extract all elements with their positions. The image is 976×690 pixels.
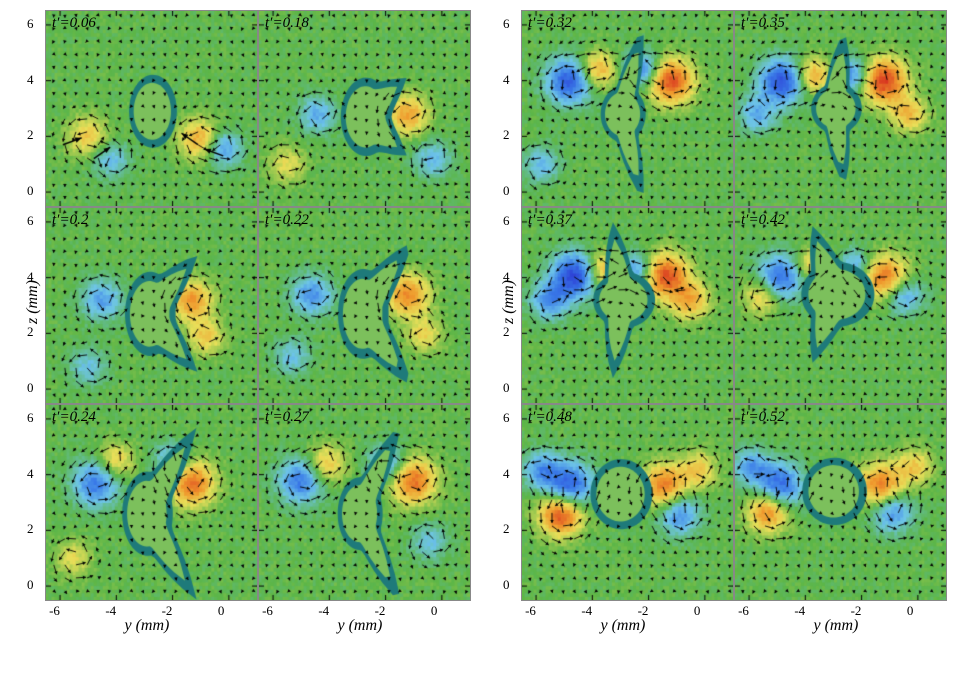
panel-t-0p24: t′=0.24 bbox=[45, 404, 258, 601]
z-tick: 2 bbox=[503, 127, 510, 143]
z-tick: 0 bbox=[27, 380, 34, 396]
x-axis-label: y (mm) bbox=[125, 617, 170, 635]
z-tick: 0 bbox=[503, 183, 510, 199]
time-label: t′=0.06 bbox=[52, 15, 96, 32]
time-label: t′=0.18 bbox=[265, 15, 309, 32]
x-axis-label: y (mm) bbox=[814, 617, 859, 635]
vector-field-canvas bbox=[46, 405, 257, 600]
x-tick: -4 bbox=[581, 603, 592, 619]
time-label: t′=0.37 bbox=[528, 212, 572, 229]
panel-t-0p42: t′=0.42 bbox=[734, 207, 947, 404]
vector-field-canvas bbox=[259, 405, 470, 600]
panel-t-0p48: t′=0.48 bbox=[521, 404, 734, 601]
z-tick: 4 bbox=[503, 72, 510, 88]
time-label: t′=0.42 bbox=[741, 212, 785, 229]
panel-t-0p32: t′=0.32 bbox=[521, 10, 734, 207]
x-tick: 0 bbox=[431, 603, 438, 619]
x-tick: -4 bbox=[794, 603, 805, 619]
vector-field-canvas bbox=[522, 405, 733, 600]
z-tick: 2 bbox=[27, 324, 34, 340]
z-tick: 2 bbox=[503, 521, 510, 537]
z-tick: 2 bbox=[27, 127, 34, 143]
x-tick: 0 bbox=[907, 603, 914, 619]
x-tick: 0 bbox=[218, 603, 225, 619]
time-label: t′=0.35 bbox=[741, 15, 785, 32]
vector-field-canvas bbox=[735, 11, 946, 206]
z-tick: 4 bbox=[27, 72, 34, 88]
z-tick: 2 bbox=[27, 521, 34, 537]
z-tick: 6 bbox=[503, 410, 510, 426]
z-tick: 6 bbox=[27, 16, 34, 32]
z-tick: 6 bbox=[27, 213, 34, 229]
time-label: t′=0.48 bbox=[528, 409, 572, 426]
x-tick: 0 bbox=[694, 603, 701, 619]
vector-field-canvas bbox=[46, 11, 257, 206]
panel-t-0p52: t′=0.52 bbox=[734, 404, 947, 601]
x-tick: -6 bbox=[525, 603, 536, 619]
panel-t-0p18: t′=0.18 bbox=[258, 10, 471, 207]
vector-field-canvas bbox=[259, 11, 470, 206]
z-axis-label: z (mm) bbox=[500, 280, 518, 324]
time-label: t′=0.22 bbox=[265, 212, 309, 229]
time-label: t′=0.24 bbox=[52, 409, 96, 426]
x-axis-label: y (mm) bbox=[338, 617, 383, 635]
z-tick: 6 bbox=[27, 410, 34, 426]
panel-t-0p27: t′=0.27 bbox=[258, 404, 471, 601]
z-tick: 0 bbox=[27, 577, 34, 593]
z-tick: 0 bbox=[503, 380, 510, 396]
x-tick: -6 bbox=[262, 603, 273, 619]
z-tick: 2 bbox=[503, 324, 510, 340]
vector-field-canvas bbox=[259, 208, 470, 403]
time-label: t′=0.52 bbox=[741, 409, 785, 426]
vector-field-canvas bbox=[522, 208, 733, 403]
z-tick: 0 bbox=[27, 183, 34, 199]
z-tick: 4 bbox=[27, 466, 34, 482]
x-tick: -4 bbox=[105, 603, 116, 619]
time-label: t′=0.27 bbox=[265, 409, 309, 426]
z-tick: 6 bbox=[503, 16, 510, 32]
x-axis-label: y (mm) bbox=[601, 617, 646, 635]
x-tick: -4 bbox=[318, 603, 329, 619]
x-tick: -6 bbox=[49, 603, 60, 619]
panel-t-0p2: t′=0.2 bbox=[45, 207, 258, 404]
vector-field-canvas bbox=[46, 208, 257, 403]
vector-field-canvas bbox=[735, 405, 946, 600]
z-tick: 4 bbox=[27, 269, 34, 285]
z-tick: 0 bbox=[503, 577, 510, 593]
vector-field-canvas bbox=[735, 208, 946, 403]
x-tick: -6 bbox=[738, 603, 749, 619]
vector-field-canvas bbox=[522, 11, 733, 206]
time-label: t′=0.32 bbox=[528, 15, 572, 32]
panel-t-0p22: t′=0.22 bbox=[258, 207, 471, 404]
panel-t-0p37: t′=0.37 bbox=[521, 207, 734, 404]
z-tick: 4 bbox=[503, 466, 510, 482]
z-axis-label: z (mm) bbox=[24, 280, 42, 324]
z-tick: 4 bbox=[503, 269, 510, 285]
z-tick: 6 bbox=[503, 213, 510, 229]
panel-t-0p06: t′=0.06 bbox=[45, 10, 258, 207]
panel-t-0p35: t′=0.35 bbox=[734, 10, 947, 207]
time-label: t′=0.2 bbox=[52, 212, 88, 229]
